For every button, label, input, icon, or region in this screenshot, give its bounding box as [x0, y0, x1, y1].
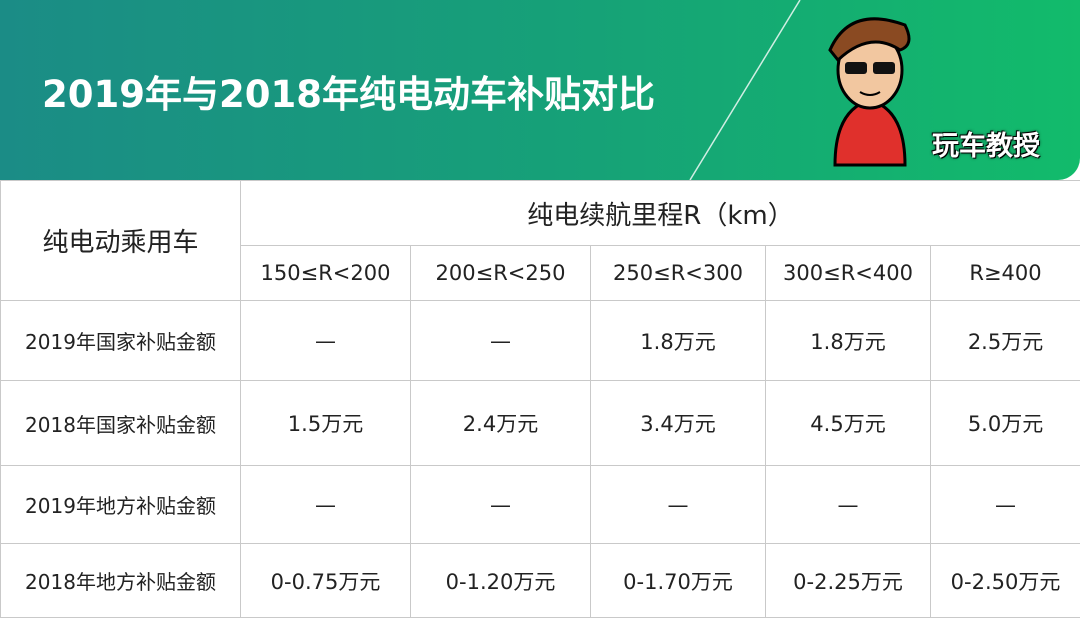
row-header: 2019年国家补贴金额 — [1, 301, 241, 381]
badge: 玩车教授 — [932, 124, 1040, 163]
corner-cell: 纯电动乘用车 — [1, 181, 241, 301]
cell: 1.8万元 — [766, 301, 931, 381]
cell: 2.5万元 — [931, 301, 1080, 381]
cell: — — [241, 466, 411, 544]
cell: 0-2.50万元 — [931, 544, 1080, 618]
group-header: 纯电续航里程R（km） — [241, 181, 1080, 246]
row-header: 2019年地方补贴金额 — [1, 466, 241, 544]
cell: — — [766, 466, 931, 544]
column-header: 250≤R<300 — [591, 246, 766, 301]
cell: — — [411, 301, 591, 381]
cell: — — [241, 301, 411, 381]
cell: 5.0万元 — [931, 381, 1080, 466]
cell: 1.5万元 — [241, 381, 411, 466]
cell: 0-1.20万元 — [411, 544, 591, 618]
cell: — — [591, 466, 766, 544]
column-header: R≥400 — [931, 246, 1080, 301]
cell: 0-1.70万元 — [591, 544, 766, 618]
column-header: 300≤R<400 — [766, 246, 931, 301]
banner: 2019年与2018年纯电动车补贴对比 玩车教授 — [0, 0, 1080, 180]
column-header: 150≤R<200 — [241, 246, 411, 301]
cell: 3.4万元 — [591, 381, 766, 466]
cell: 0-0.75万元 — [241, 544, 411, 618]
cell: 1.8万元 — [591, 301, 766, 381]
cell: — — [931, 466, 1080, 544]
column-header: 200≤R<250 — [411, 246, 591, 301]
row-header: 2018年地方补贴金额 — [1, 544, 241, 618]
cell: 4.5万元 — [766, 381, 931, 466]
cell: 2.4万元 — [411, 381, 591, 466]
table-row: 2019年地方补贴金额————— — [1, 466, 1080, 544]
cell: 0-2.25万元 — [766, 544, 931, 618]
row-header: 2018年国家补贴金额 — [1, 381, 241, 466]
title: 2019年与2018年纯电动车补贴对比 — [42, 64, 655, 118]
cell: — — [411, 466, 591, 544]
